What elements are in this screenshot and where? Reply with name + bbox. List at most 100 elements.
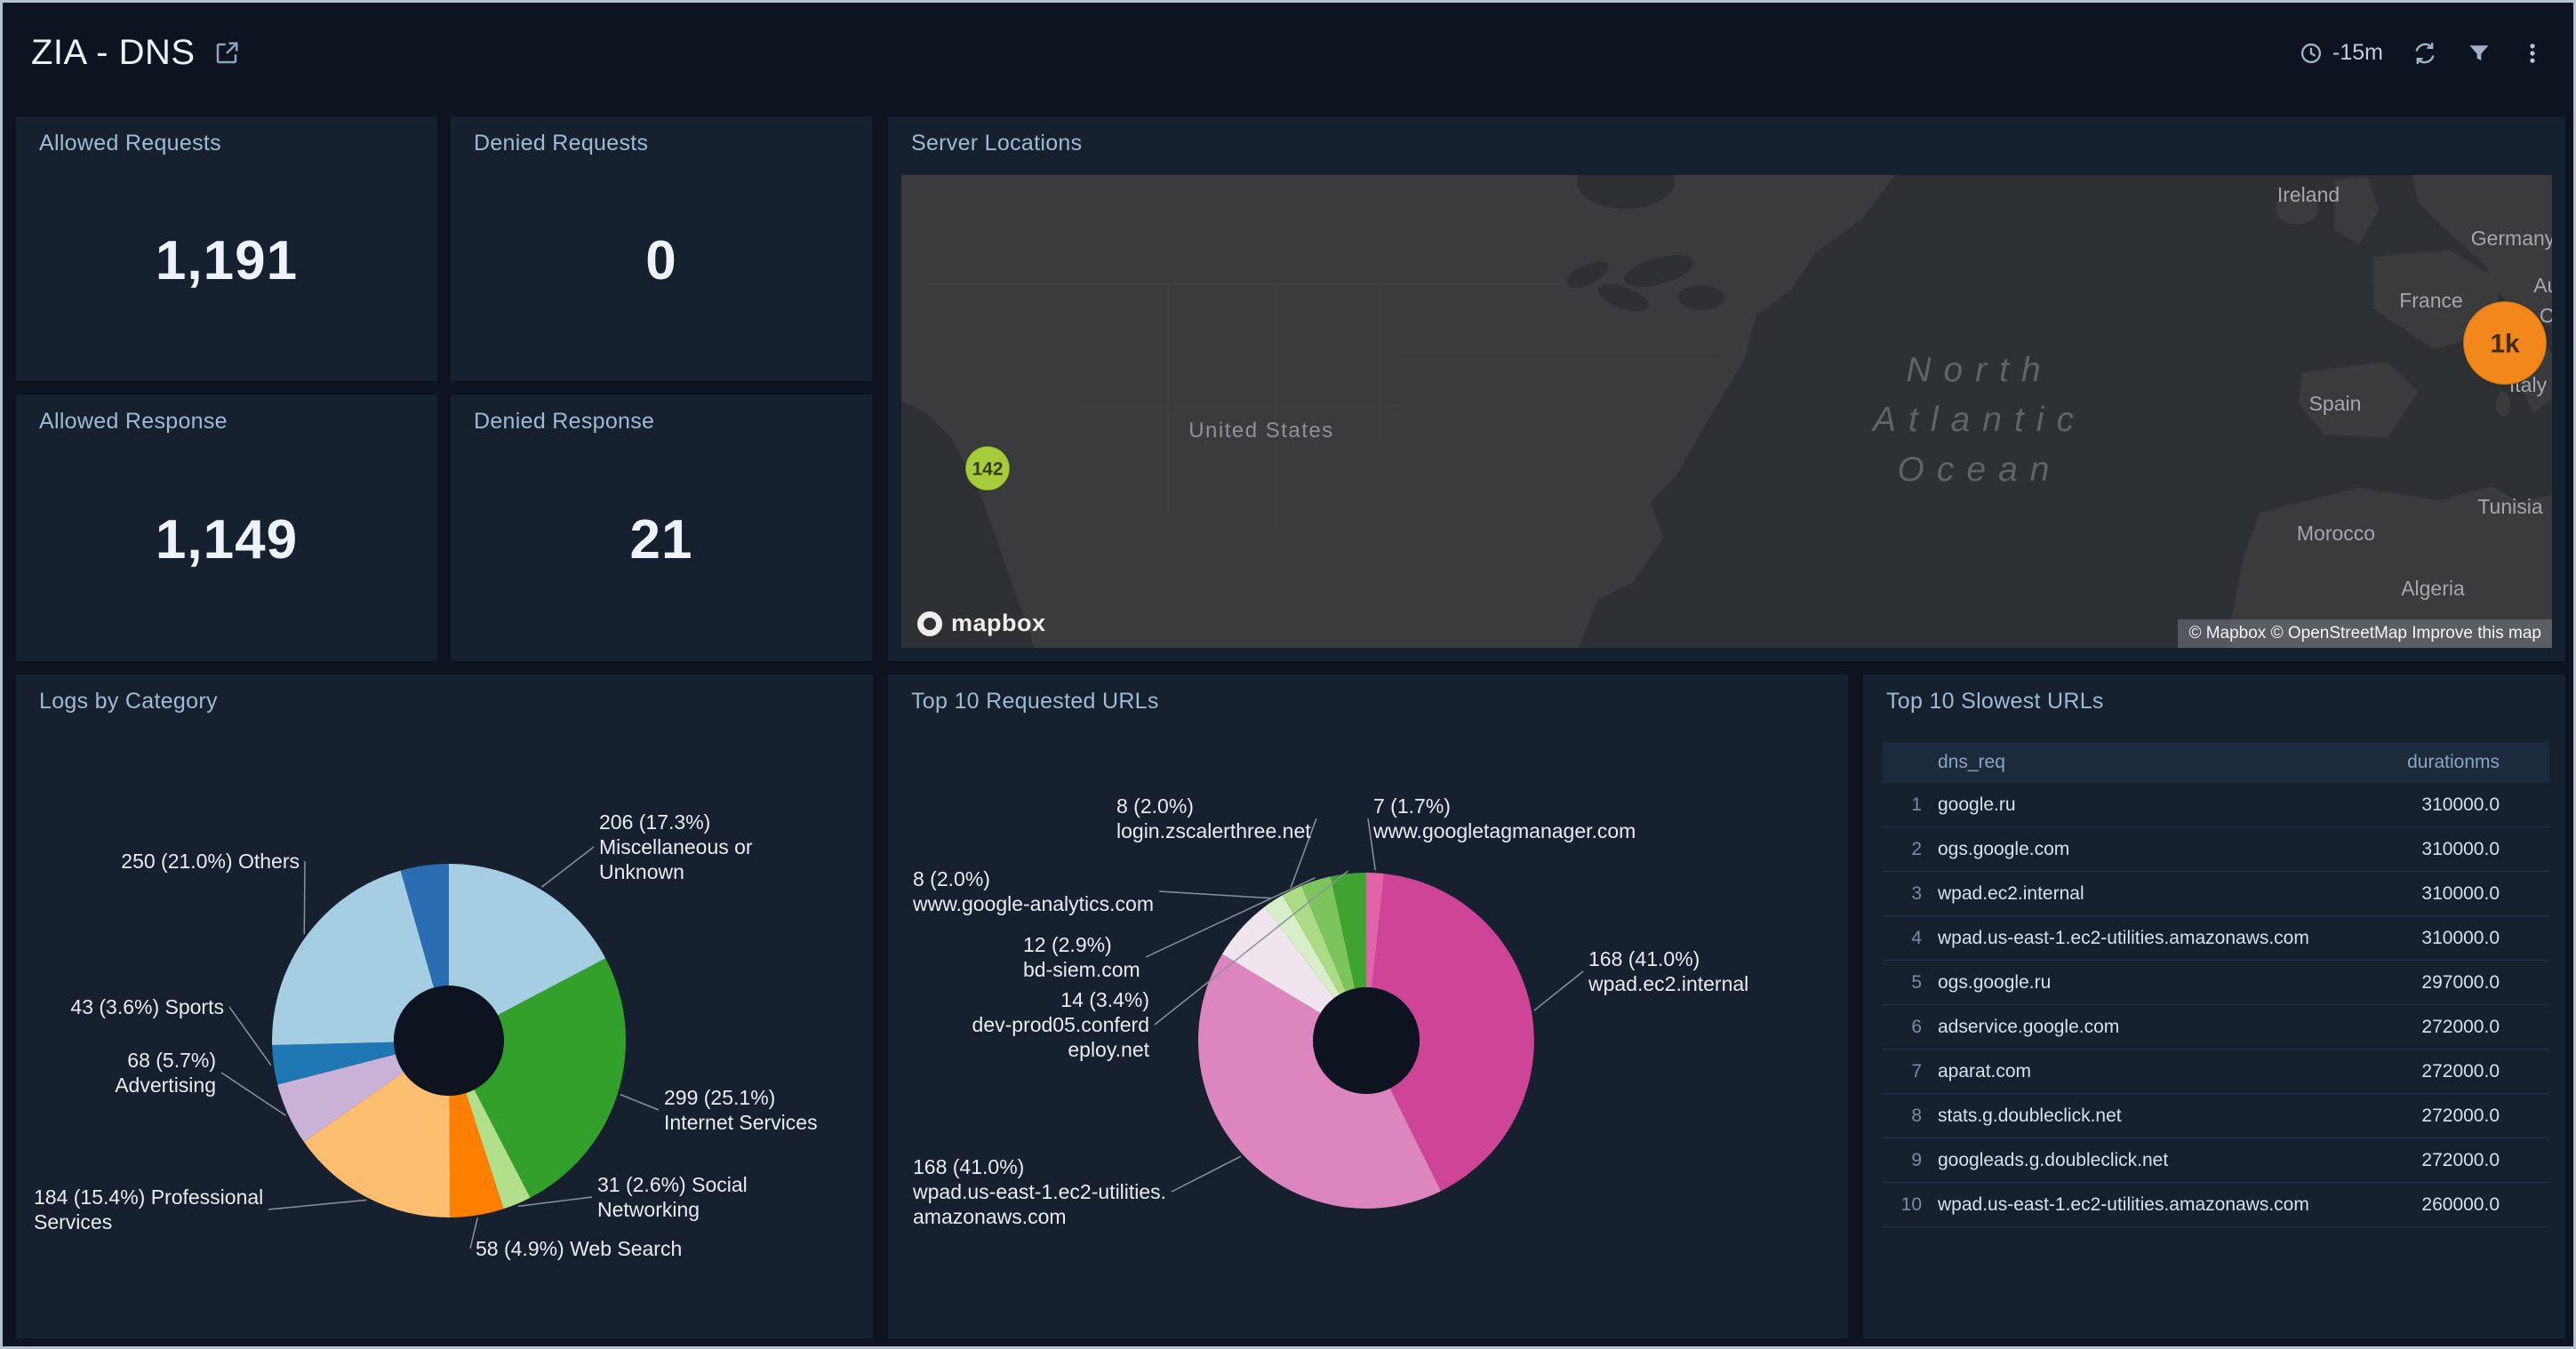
- table-row[interactable]: 6 adservice.google.com 272000.0: [1883, 1005, 2549, 1050]
- pie-slice[interactable]: [1282, 885, 1346, 994]
- pie-slice[interactable]: [1301, 876, 1356, 992]
- pie-leader-line: [220, 1072, 286, 1116]
- pie-slice[interactable]: [1331, 873, 1366, 989]
- page-title: ZIA - DNS: [31, 33, 196, 72]
- pie-slice[interactable]: [449, 1093, 504, 1217]
- time-range-control[interactable]: -15m: [2299, 40, 2383, 66]
- pie-label: 58 (4.9%) Web Search: [476, 1237, 683, 1260]
- pie-leader-line: [517, 1196, 593, 1208]
- table-row[interactable]: 7 aparat.com 272000.0: [1883, 1050, 2549, 1094]
- pie-leader-line: [303, 860, 306, 935]
- marker-circle[interactable]: [2462, 300, 2548, 386]
- row-dns-req: googleads.g.doubleclick.net: [1938, 1149, 2169, 1170]
- pie-leader-line: [1154, 870, 1349, 1026]
- pie-leader-line: [228, 1006, 272, 1066]
- pie-slice[interactable]: [1366, 873, 1385, 988]
- row-durationms: 310000.0: [2421, 927, 2500, 948]
- map-labels-layer: United StatesIrelandGermanyFranceSpainIt…: [1188, 183, 2552, 600]
- map-place-label: Morocco: [2297, 522, 2375, 545]
- pie-leader-line: [620, 1093, 660, 1111]
- table-row[interactable]: 10 wpad.us-east-1.ec2-utilities.amazonaws…: [1883, 1183, 2549, 1227]
- marker-circle[interactable]: [964, 445, 1011, 491]
- row-rank: 6: [1911, 1016, 1922, 1037]
- mapbox-logo[interactable]: mapbox: [917, 610, 1046, 637]
- pie-slice[interactable]: [1198, 954, 1442, 1209]
- map-ocean-label: North: [1906, 351, 2052, 389]
- donut-hole: [394, 986, 504, 1096]
- filter-icon[interactable]: [2467, 41, 2492, 66]
- map-svg[interactable]: United StatesIrelandGermanyFranceSpainIt…: [901, 175, 2552, 648]
- row-durationms: 310000.0: [2421, 882, 2500, 904]
- allowed-response-value: 1,149: [155, 508, 299, 571]
- pie-label: 7 (1.7%) www.googletagmanager.com: [1373, 794, 1636, 843]
- map-marker-cluster[interactable]: 1k: [2462, 300, 2548, 386]
- pie-label: 31 (2.6%) Social Networking: [597, 1173, 748, 1222]
- table-row[interactable]: 2 ogs.google.com 310000.0: [1883, 827, 2549, 872]
- table-row[interactable]: 9 googleads.g.doubleclick.net 272000.0: [1883, 1138, 2549, 1183]
- row-durationms: 272000.0: [2421, 1149, 2500, 1170]
- panel-title: Logs by Category: [39, 689, 218, 714]
- open-in-new-icon[interactable]: [213, 40, 240, 67]
- row-dns-req: wpad.us-east-1.ec2-utilities.amazonaws.c…: [1938, 1193, 2309, 1215]
- allowed-response-panel: Allowed Response 1,149: [16, 395, 437, 661]
- row-dns-req: aparat.com: [1938, 1060, 2032, 1082]
- map-place-label: Germany: [2471, 227, 2552, 250]
- map-attribution[interactable]: © Mapbox © OpenStreetMap Improve this ma…: [2178, 619, 2552, 648]
- panel-title: Allowed Requests: [39, 131, 221, 156]
- pie-label: 8 (2.0%) login.zscalerthree.net: [1116, 794, 1311, 843]
- table-row[interactable]: 3 wpad.ec2.internal 310000.0: [1883, 872, 2549, 916]
- pie-slice[interactable]: [1372, 874, 1534, 1192]
- row-dns-req: wpad.ec2.internal: [1938, 882, 2084, 904]
- map-place-label: Algeria: [2401, 577, 2465, 600]
- table-row[interactable]: 5 ogs.google.ru 297000.0: [1883, 961, 2549, 1005]
- map-canvas[interactable]: United States Ireland Germany France Spain It…: [901, 175, 2552, 648]
- pie-leader-line: [469, 1217, 478, 1249]
- marker-count-label: 142: [972, 459, 1003, 479]
- top-requested-urls-panel: Top 10 Requested URLs 7 (1.7%) www.googl…: [888, 674, 1848, 1338]
- map-place-label: Ireland: [2277, 183, 2340, 206]
- allowed-requests-value: 1,191: [155, 229, 299, 291]
- server-locations-panel: Server Locations: [888, 116, 2565, 661]
- column-header-durationms[interactable]: durationms: [2407, 752, 2500, 772]
- pie-leader-line: [268, 1199, 367, 1210]
- table-row[interactable]: 8 stats.g.doubleclick.net 272000.0: [1883, 1094, 2549, 1138]
- pie-label: 299 (25.1%) Internet Services: [664, 1086, 818, 1135]
- column-header-dns-req[interactable]: dns_req: [1938, 752, 2005, 772]
- logs-by-category-donut[interactable]: [16, 674, 873, 1338]
- map-marker-cluster[interactable]: 142: [964, 445, 1011, 491]
- row-dns-req: google.ru: [1938, 794, 2016, 815]
- pie-slice[interactable]: [272, 1042, 396, 1085]
- slowest-urls-table: dns_req durationms 1 google.ru 310000.0 2 og…: [1883, 742, 2549, 1227]
- kebab-menu-icon[interactable]: [2520, 41, 2545, 66]
- pie-slice[interactable]: [449, 864, 606, 1016]
- refresh-icon[interactable]: [2412, 40, 2438, 67]
- top-requested-urls-donut[interactable]: [888, 674, 1848, 1338]
- donut-hole: [1313, 987, 1420, 1094]
- row-durationms: 272000.0: [2421, 1105, 2500, 1126]
- table-row[interactable]: 4 wpad.us-east-1.ec2-utilities.amazonaws.…: [1883, 916, 2549, 961]
- pie-label: 250 (21.0%) Others: [121, 850, 300, 873]
- row-rank: 5: [1911, 971, 1922, 993]
- row-rank: 9: [1911, 1149, 1922, 1170]
- pie-leader-line: [1171, 1155, 1242, 1193]
- row-durationms: 272000.0: [2421, 1016, 2500, 1037]
- pie-slice[interactable]: [400, 864, 449, 988]
- row-durationms: 272000.0: [2421, 1060, 2500, 1082]
- row-durationms: 310000.0: [2421, 838, 2500, 859]
- pie-leader-line: [541, 846, 595, 888]
- pie-slice[interactable]: [303, 1072, 451, 1218]
- pie-label: 184 (15.4%) Professional Services: [34, 1185, 264, 1234]
- pie-label: 68 (5.7%) Advertising: [115, 1049, 216, 1098]
- pie-slice[interactable]: [277, 1054, 404, 1142]
- pie-slice[interactable]: [272, 870, 435, 1045]
- pie-slice[interactable]: [474, 958, 627, 1198]
- denied-response-value: 21: [629, 508, 693, 571]
- pie-label: 14 (3.4%) dev-prod05.conferd eploy.net: [972, 988, 1149, 1062]
- pie-slice[interactable]: [1222, 906, 1334, 1014]
- denied-requests-value: 0: [645, 229, 677, 291]
- row-rank: 3: [1911, 882, 1922, 904]
- pie-slice[interactable]: [1265, 895, 1340, 999]
- table-row[interactable]: 1 google.ru 310000.0: [1883, 783, 2549, 827]
- row-dns-req: stats.g.doubleclick.net: [1938, 1105, 2122, 1126]
- pie-slice[interactable]: [466, 1090, 531, 1209]
